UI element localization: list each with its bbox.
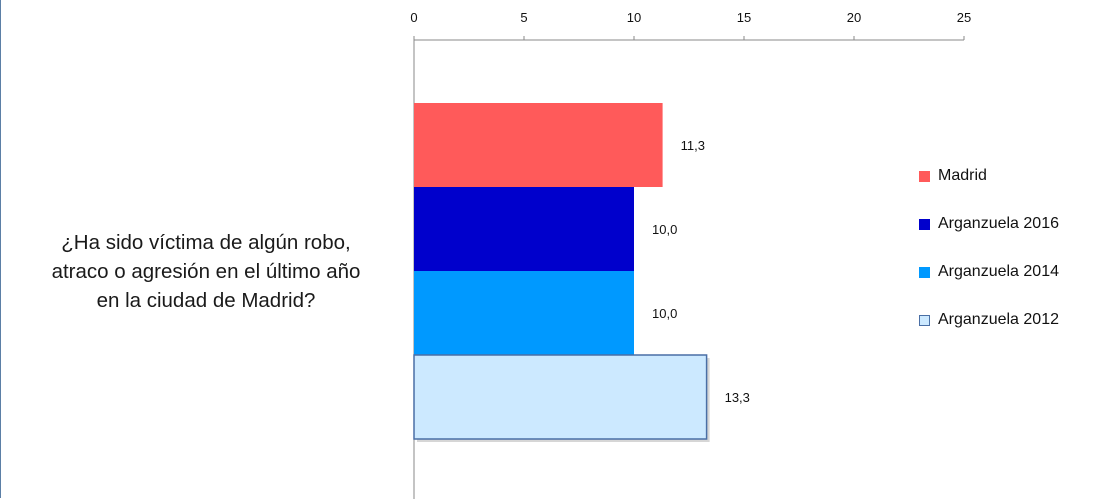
- legend-label-arganzuela-2014: Arganzuela 2014: [938, 263, 1059, 280]
- legend: Madrid Arganzuela 2016 Arganzuela 2014 A…: [919, 164, 1119, 356]
- legend-item-arganzuela-2014: Arganzuela 2014: [919, 260, 1119, 284]
- legend-label-madrid: Madrid: [938, 167, 987, 184]
- legend-swatch-madrid: [919, 170, 930, 182]
- x-tick-label: 25: [957, 10, 971, 25]
- question-line-2: atraco o agresión en el último año: [51, 260, 361, 283]
- question-text: ¿Ha sido víctima de algún robo, atraco o…: [0, 228, 412, 315]
- data-label: 10,0: [652, 222, 677, 237]
- data-label: 13,3: [725, 390, 750, 405]
- legend-item-arganzuela-2016: Arganzuela 2016: [919, 212, 1119, 236]
- label-layer: 11,3 10,0 10,0 13,3: [652, 138, 750, 405]
- legend-label-arganzuela-2012: Arganzuela 2012: [938, 311, 1059, 328]
- legend-swatch-arganzuela-2016: [919, 218, 930, 230]
- bar-layer: [413, 103, 710, 442]
- bar: [414, 103, 663, 187]
- x-tick-label: 20: [847, 10, 861, 25]
- legend-label-arganzuela-2016: Arganzuela 2016: [938, 215, 1059, 232]
- legend-item-arganzuela-2012: Arganzuela 2012: [919, 308, 1119, 332]
- data-label: 11,3: [681, 138, 705, 153]
- axis-layer: 0 5 10 15 20 25: [410, 10, 971, 499]
- x-tick-label: 15: [737, 10, 751, 25]
- legend-swatch-arganzuela-2012: [919, 314, 930, 326]
- x-tick-label: 5: [520, 10, 527, 25]
- bar: [414, 187, 634, 271]
- bar: [413, 354, 708, 440]
- x-tick-label: 10: [627, 10, 641, 25]
- question-line-3: en la ciudad de Madrid?: [96, 289, 316, 312]
- data-label: 10,0: [652, 306, 677, 321]
- bar: [414, 271, 634, 355]
- x-tick-label: 0: [410, 10, 417, 25]
- legend-swatch-arganzuela-2014: [919, 266, 930, 278]
- legend-item-madrid: Madrid: [919, 164, 1119, 188]
- question-line-1: ¿Ha sido víctima de algún robo,: [61, 231, 351, 254]
